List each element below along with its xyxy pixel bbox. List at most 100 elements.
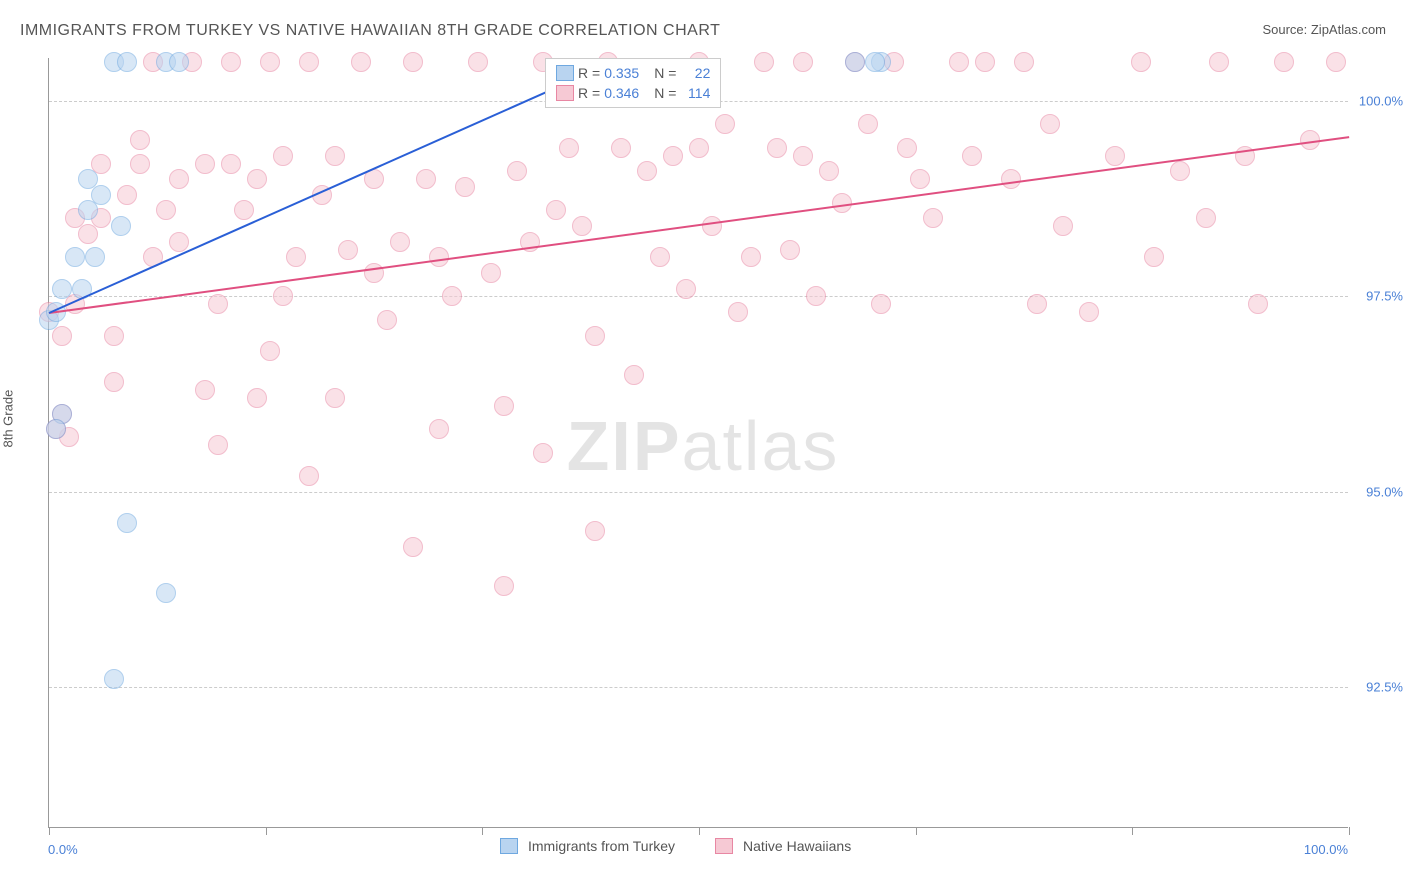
scatter-point: [962, 146, 982, 166]
scatter-point: [1014, 52, 1034, 72]
scatter-point: [494, 576, 514, 596]
scatter-point: [1027, 294, 1047, 314]
gridline: [49, 492, 1348, 493]
scatter-point: [377, 310, 397, 330]
gridline: [49, 687, 1348, 688]
scatter-point: [754, 52, 774, 72]
scatter-point: [156, 583, 176, 603]
scatter-point: [793, 52, 813, 72]
x-tick: [266, 827, 267, 835]
scatter-point: [247, 388, 267, 408]
scatter-point: [793, 146, 813, 166]
scatter-point: [533, 443, 553, 463]
scatter-point: [806, 286, 826, 306]
legend-stats-box: R = 0.335 N = 22 R = 0.346 N = 114: [545, 58, 721, 108]
scatter-point: [351, 52, 371, 72]
y-tick-label: 100.0%: [1359, 93, 1403, 108]
x-tick: [1349, 827, 1350, 835]
scatter-point: [273, 286, 293, 306]
legend-stats-row-blue: R = 0.335 N = 22: [556, 63, 710, 83]
scatter-point: [865, 52, 885, 72]
scatter-point: [1001, 169, 1021, 189]
scatter-point: [117, 185, 137, 205]
legend-n-value-pink: 114: [680, 85, 710, 101]
scatter-point: [403, 537, 423, 557]
scatter-point: [416, 169, 436, 189]
scatter-point: [130, 154, 150, 174]
scatter-point: [871, 294, 891, 314]
scatter-point: [78, 169, 98, 189]
legend-n-value-blue: 22: [680, 65, 710, 81]
scatter-point: [1209, 52, 1229, 72]
scatter-point: [46, 419, 66, 439]
chart-plot-area: 92.5%95.0%97.5%100.0%: [48, 58, 1348, 828]
legend-n-label: N =: [654, 65, 676, 81]
scatter-point: [104, 372, 124, 392]
scatter-point: [299, 466, 319, 486]
x-axis-min-label: 0.0%: [48, 842, 78, 857]
scatter-point: [1248, 294, 1268, 314]
scatter-point: [845, 52, 865, 72]
scatter-point: [1326, 52, 1346, 72]
scatter-point: [130, 130, 150, 150]
scatter-point: [169, 232, 189, 252]
scatter-point: [858, 114, 878, 134]
x-tick: [1132, 827, 1133, 835]
legend-swatch-blue: [500, 838, 518, 854]
scatter-point: [299, 52, 319, 72]
scatter-point: [1131, 52, 1151, 72]
scatter-point: [468, 52, 488, 72]
scatter-point: [780, 240, 800, 260]
scatter-point: [910, 169, 930, 189]
scatter-point: [650, 247, 670, 267]
scatter-point: [247, 169, 267, 189]
legend-r-label: R =: [578, 85, 600, 101]
scatter-point: [923, 208, 943, 228]
scatter-point: [1170, 161, 1190, 181]
chart-title: IMMIGRANTS FROM TURKEY VS NATIVE HAWAIIA…: [20, 22, 720, 40]
scatter-point: [689, 138, 709, 158]
scatter-point: [637, 161, 657, 181]
scatter-point: [975, 52, 995, 72]
x-tick: [49, 827, 50, 835]
scatter-point: [507, 161, 527, 181]
scatter-point: [104, 669, 124, 689]
scatter-point: [494, 396, 514, 416]
y-tick-label: 97.5%: [1366, 289, 1403, 304]
scatter-point: [273, 146, 293, 166]
scatter-point: [156, 200, 176, 220]
scatter-point: [260, 52, 280, 72]
scatter-point: [221, 154, 241, 174]
scatter-point: [221, 52, 241, 72]
scatter-point: [611, 138, 631, 158]
scatter-point: [559, 138, 579, 158]
scatter-point: [481, 263, 501, 283]
scatter-point: [819, 161, 839, 181]
y-tick-label: 92.5%: [1366, 680, 1403, 695]
scatter-point: [85, 247, 105, 267]
scatter-point: [325, 146, 345, 166]
scatter-point: [117, 513, 137, 533]
scatter-point: [91, 185, 111, 205]
gridline: [49, 296, 1348, 297]
scatter-point: [390, 232, 410, 252]
scatter-point: [702, 216, 722, 236]
x-tick: [699, 827, 700, 835]
scatter-point: [286, 247, 306, 267]
scatter-point: [832, 193, 852, 213]
scatter-point: [728, 302, 748, 322]
scatter-point: [234, 200, 254, 220]
legend-r-value-blue: 0.335: [604, 65, 650, 81]
scatter-point: [195, 154, 215, 174]
scatter-point: [442, 286, 462, 306]
scatter-point: [585, 521, 605, 541]
scatter-point: [624, 365, 644, 385]
legend-swatch-blue: [556, 65, 574, 81]
trend-line: [49, 58, 622, 314]
legend-r-label: R =: [578, 65, 600, 81]
scatter-point: [208, 294, 228, 314]
scatter-point: [169, 169, 189, 189]
legend-series-label-blue: Immigrants from Turkey: [528, 838, 675, 854]
legend-swatch-pink: [715, 838, 733, 854]
scatter-point: [52, 279, 72, 299]
